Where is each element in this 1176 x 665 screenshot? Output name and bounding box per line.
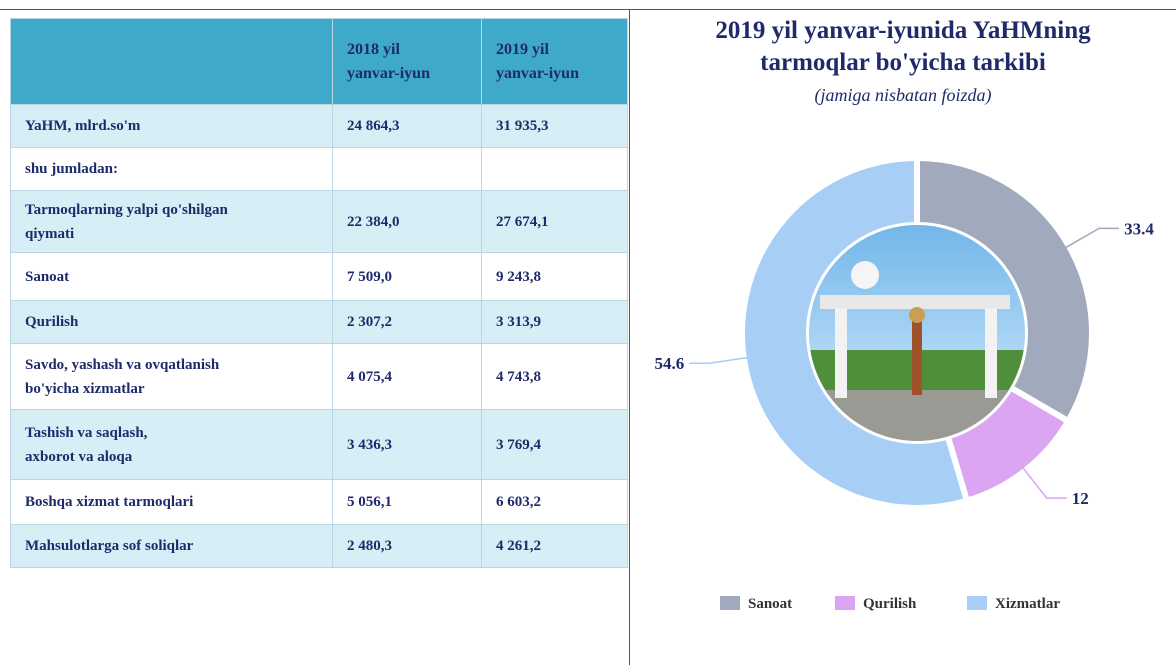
header-cell <box>11 19 333 105</box>
value-cell: 4 261,2 <box>482 525 628 568</box>
label-cell: Sanoat <box>11 253 333 301</box>
value-cell: 3 436,3 <box>333 410 482 480</box>
value-cell: 4 743,8 <box>482 344 628 410</box>
value-cell: 27 674,1 <box>482 191 628 253</box>
chart: 2019 yil yanvar-iyunida YaHMning tarmoqla… <box>630 10 1176 665</box>
chart-subtitle: (jamiga nisbatan foizda) <box>814 85 991 106</box>
chart-title: 2019 yil yanvar-iyunida YaHMning tarmoqla… <box>715 17 1091 76</box>
header-row: 2018 yil yanvar-iyun 2019 yil yanvar-iyu… <box>11 19 628 105</box>
header-cell: 2018 yil yanvar-iyun <box>333 19 482 105</box>
legend-label: Qurilish <box>863 596 917 612</box>
legend-swatch <box>835 596 855 610</box>
value-cell: 2 480,3 <box>333 525 482 568</box>
legend-swatch <box>967 596 987 610</box>
value-cell: 5 056,1 <box>333 480 482 525</box>
value-cell: 6 603,2 <box>482 480 628 525</box>
value-cell: 3 769,4 <box>482 410 628 480</box>
value-cell <box>482 148 628 191</box>
value-cell: 4 075,4 <box>333 344 482 410</box>
header-cell: 2019 yil yanvar-iyun <box>482 19 628 105</box>
label-cell: Tashish va saqlash, axborot va aloqa <box>11 410 333 480</box>
label-cell: Mahsulotlarga sof soliqlar <box>11 525 333 568</box>
value-cell: 7 509,0 <box>333 253 482 301</box>
value-cell: 24 864,3 <box>333 105 482 148</box>
table-row: Savdo, yashash va ovqatlanish bo'yicha x… <box>11 344 628 410</box>
value-cell: 9 243,8 <box>482 253 628 301</box>
value-cell: 3 313,9 <box>482 301 628 344</box>
text-line: tarmoqlar bo'yicha tarkibi <box>760 49 1046 76</box>
value-cell <box>333 148 482 191</box>
legend-label: Xizmatlar <box>995 596 1060 612</box>
data-table: 2018 yil yanvar-iyun 2019 yil yanvar-iyu… <box>10 18 628 568</box>
text-line: 2019 yil yanvar-iyunida YaHMning <box>715 17 1091 44</box>
label-cell: Qurilish <box>11 301 333 344</box>
value-cell: 2 307,2 <box>333 301 482 344</box>
label-cell: Tarmoqlarning yalpi qo'shilgan qiymati <box>11 191 333 253</box>
legend-swatch <box>720 596 740 610</box>
label-cell: Boshqa xizmat tarmoqlari <box>11 480 333 525</box>
page: 2018 yil yanvar-iyun 2019 yil yanvar-iyu… <box>0 0 1176 665</box>
label-cell: Savdo, yashash va ovqatlanish bo'yicha x… <box>11 344 333 410</box>
label-cell: YaHM, mlrd.so'm <box>11 105 333 148</box>
label-cell: shu jumladan: <box>11 148 333 191</box>
table-row: shu jumladan: <box>11 148 628 191</box>
data-label: 54.6 <box>654 354 684 373</box>
data-label: 12 <box>1072 489 1089 508</box>
legend-label: Sanoat <box>748 596 792 612</box>
data-label: 33.4 <box>1124 219 1154 238</box>
value-cell: 31 935,3 <box>482 105 628 148</box>
value-cell: 22 384,0 <box>333 191 482 253</box>
